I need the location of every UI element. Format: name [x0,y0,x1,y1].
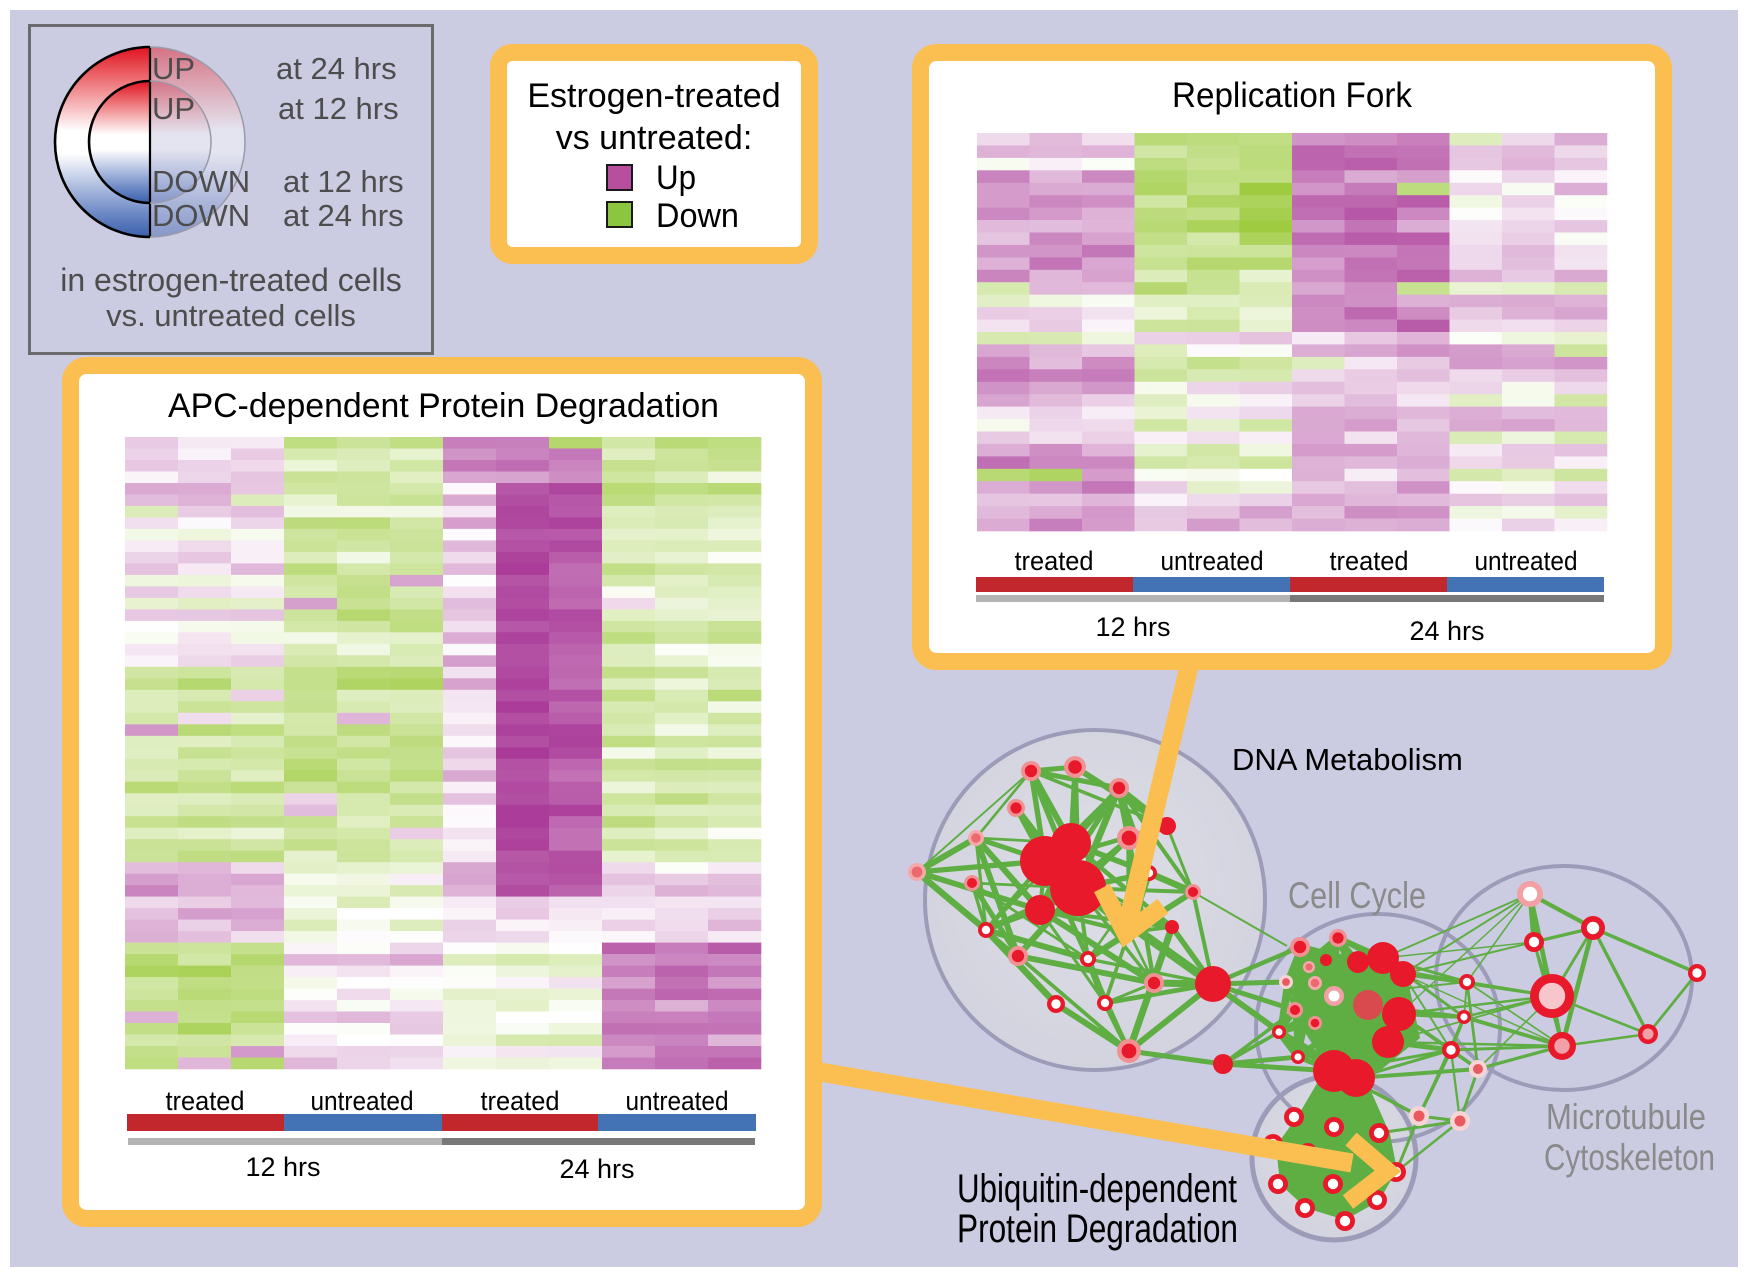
svg-text:24 hrs: 24 hrs [559,1154,634,1184]
svg-text:treated: treated [1015,546,1094,576]
svg-text:in estrogen-treated cells: in estrogen-treated cells [60,262,402,298]
svg-text:vs. untreated cells: vs. untreated cells [106,298,356,333]
svg-text:DOWN: DOWN [152,198,250,233]
svg-text:Cytoskeleton: Cytoskeleton [1544,1137,1715,1178]
svg-text:UP: UP [152,91,195,126]
svg-text:APC-dependent Protein Degradat: APC-dependent Protein Degradation [168,387,719,425]
svg-text:Cell Cycle: Cell Cycle [1288,875,1426,916]
svg-text:treated: treated [481,1086,560,1116]
svg-text:Estrogen-treated: Estrogen-treated [527,77,780,115]
svg-text:untreated: untreated [1475,546,1578,576]
svg-text:at 24 hrs: at 24 hrs [276,51,397,86]
svg-text:untreated: untreated [311,1086,414,1116]
svg-text:Microtubule: Microtubule [1546,1096,1706,1137]
svg-text:24 hrs: 24 hrs [1409,616,1484,646]
svg-text:at 12 hrs: at 12 hrs [278,91,399,126]
svg-text:DOWN: DOWN [152,164,250,199]
svg-text:DNA Metabolism: DNA Metabolism [1232,742,1463,777]
svg-text:treated: treated [1330,546,1409,576]
svg-text:untreated: untreated [626,1086,729,1116]
svg-text:Ubiquitin-dependent: Ubiquitin-dependent [957,1167,1237,1211]
svg-text:12 hrs: 12 hrs [245,1152,320,1182]
svg-text:Replication Fork: Replication Fork [1172,76,1412,115]
svg-text:Up: Up [656,159,696,197]
svg-text:at 24 hrs: at 24 hrs [283,198,404,233]
svg-text:12 hrs: 12 hrs [1095,612,1170,642]
svg-text:Protein Degradation: Protein Degradation [957,1207,1238,1251]
svg-text:Down: Down [656,197,739,235]
svg-text:treated: treated [166,1086,245,1116]
svg-text:vs untreated:: vs untreated: [556,119,753,157]
svg-text:UP: UP [152,51,195,86]
svg-text:at 12 hrs: at 12 hrs [283,164,404,199]
svg-text:untreated: untreated [1161,546,1264,576]
